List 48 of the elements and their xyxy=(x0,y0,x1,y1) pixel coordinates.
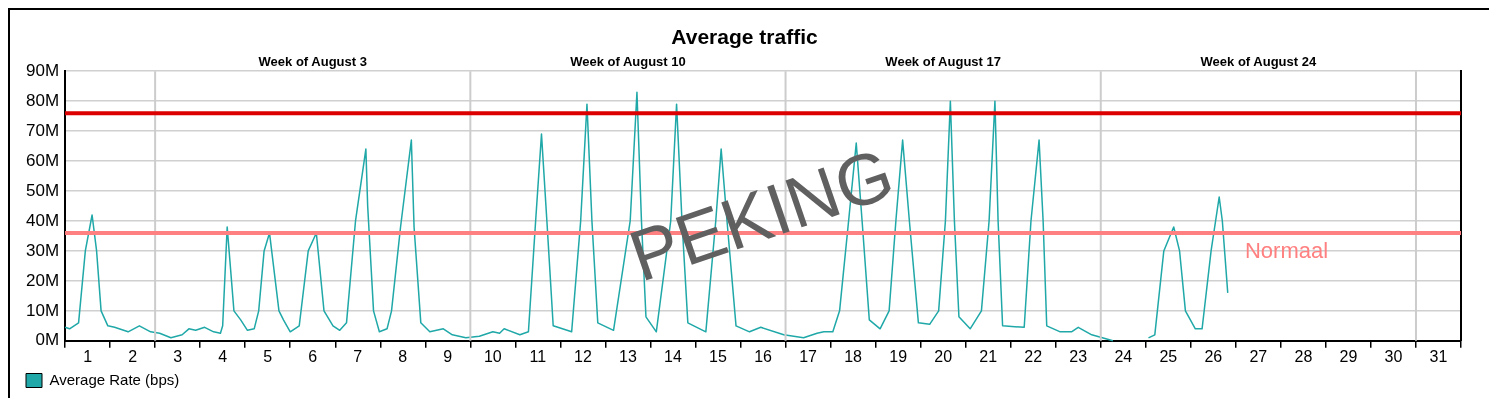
x-tick-label: 15 xyxy=(709,347,728,365)
ref-line-label: Normaal xyxy=(1244,238,1329,264)
text: Week of August 17 xyxy=(885,54,1001,70)
x-tick-label: 22 xyxy=(1024,347,1043,365)
y-tick-label: 20M xyxy=(25,270,60,290)
x-tick-label: 9 xyxy=(443,347,453,365)
x-tick-label: 28 xyxy=(1294,347,1313,365)
y-tick-label: 50M xyxy=(25,180,60,200)
x-tick-label: 11 xyxy=(529,347,547,365)
x-tick-label: 12 xyxy=(574,347,592,365)
text: Week of August 10 xyxy=(570,54,686,70)
x-tick-label: 7 xyxy=(353,347,363,365)
y-tick-label: 0M xyxy=(35,330,60,350)
x-tick-label: 20 xyxy=(934,347,953,365)
x-tick-label: 21 xyxy=(979,347,998,365)
y-tick-label: 90M xyxy=(25,60,60,80)
x-tick-label: 29 xyxy=(1339,347,1358,365)
y-tick-label: 10M xyxy=(25,300,60,320)
x-tick-label: 18 xyxy=(844,347,863,365)
chart-title: Average traffic xyxy=(671,25,818,49)
x-tick-label: 10 xyxy=(483,347,502,365)
text: Week of August 3 xyxy=(258,54,367,70)
x-tick-label: 8 xyxy=(398,347,408,365)
x-tick-label: 23 xyxy=(1069,347,1088,365)
x-tick-label: 17 xyxy=(799,347,818,365)
y-tick-label: 60M xyxy=(25,150,60,170)
x-tick-label: 6 xyxy=(308,347,318,365)
y-tick-label: 70M xyxy=(25,120,60,140)
x-tick-label: 3 xyxy=(173,347,183,365)
x-tick-label: 27 xyxy=(1249,347,1268,365)
x-tick-label: 1 xyxy=(83,347,93,365)
x-tick-label: 2 xyxy=(128,347,138,365)
y-tick-label: 40M xyxy=(25,210,60,230)
text: Week of August 24 xyxy=(1200,54,1317,70)
x-tick-label: 5 xyxy=(263,347,273,365)
y-tick-label: 80M xyxy=(25,90,60,110)
x-tick-label: 31 xyxy=(1429,347,1448,365)
x-tick-label: 16 xyxy=(754,347,773,365)
y-tick-label: 30M xyxy=(25,240,60,260)
x-tick-label: 24 xyxy=(1114,347,1133,365)
x-tick-label: 26 xyxy=(1204,347,1223,365)
x-tick-label: 19 xyxy=(889,347,908,365)
x-tick-label: 30 xyxy=(1384,347,1403,365)
x-tick-label: 13 xyxy=(619,347,637,365)
x-tick-label: 4 xyxy=(218,347,228,365)
x-tick-label: 14 xyxy=(664,347,682,365)
legend-label: Average Rate (bps) xyxy=(49,370,180,388)
x-tick-label: 25 xyxy=(1159,347,1178,365)
